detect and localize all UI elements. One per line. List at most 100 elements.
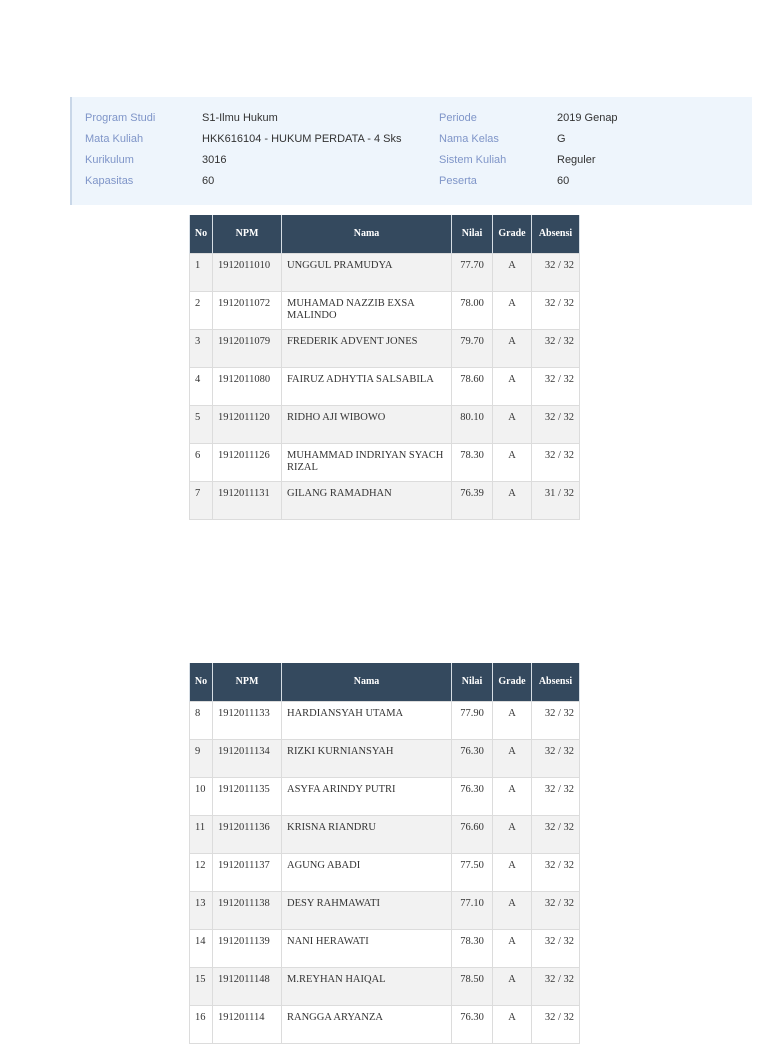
- value-program-studi: S1-Ilmu Hukum: [202, 112, 278, 124]
- table-row: 14 1912011139 NANI HERAWATI 78.30 A 32 / 32: [189, 928, 580, 968]
- cell-nilai: 76.39: [451, 480, 493, 520]
- header-nama: Nama: [281, 215, 452, 253]
- cell-nilai: 77.90: [451, 700, 493, 740]
- cell-nama: AGUNG ABADI: [281, 852, 452, 892]
- cell-nilai: 79.70: [451, 328, 493, 368]
- header-no: No: [189, 215, 213, 253]
- cell-grade: A: [492, 366, 532, 406]
- value-peserta: 60: [557, 175, 570, 187]
- cell-nama: ASYFA ARINDY PUTRI: [281, 776, 452, 816]
- cell-no: 3: [189, 328, 213, 368]
- cell-npm: 1912011138: [212, 890, 282, 930]
- header-nilai: Nilai: [451, 663, 493, 701]
- table-row: 16 191201114 RANGGA ARYANZA 76.30 A 32 / 32: [189, 1004, 580, 1044]
- cell-absensi: 32 / 32: [531, 366, 580, 406]
- cell-nama: RIZKI KURNIANSYAH: [281, 738, 452, 778]
- cell-npm: 1912011137: [212, 852, 282, 892]
- cell-no: 10: [189, 776, 213, 816]
- cell-nilai: 78.50: [451, 966, 493, 1006]
- cell-absensi: 32 / 32: [531, 738, 580, 778]
- grades-table-1: No NPM Nama Nilai Grade Absensi 1 1912011…: [189, 215, 580, 520]
- cell-nama: GILANG RAMADHAN: [281, 480, 452, 520]
- cell-grade: A: [492, 852, 532, 892]
- value-sistem-kuliah: Reguler: [557, 154, 596, 166]
- cell-grade: A: [492, 1004, 532, 1044]
- table-row: 2 1912011072 MUHAMAD NAZZIB EXSA MALINDO 78…: [189, 290, 580, 330]
- table-row: 5 1912011120 RIDHO AJI WIBOWO 80.10 A 32 / 32: [189, 404, 580, 444]
- label-program-studi: Program Studi: [85, 112, 156, 124]
- cell-absensi: 32 / 32: [531, 290, 580, 330]
- table-header-row: No NPM Nama Nilai Grade Absensi: [189, 663, 580, 701]
- cell-no: 14: [189, 928, 213, 968]
- cell-npm: 1912011148: [212, 966, 282, 1006]
- table-row: 1 1912011010 UNGGUL PRAMUDYA 77.70 A 32 / 32: [189, 252, 580, 292]
- cell-nama: RIDHO AJI WIBOWO: [281, 404, 452, 444]
- cell-nama: RANGGA ARYANZA: [281, 1004, 452, 1044]
- label-mata-kuliah: Mata Kuliah: [85, 133, 144, 145]
- cell-nilai: 76.30: [451, 738, 493, 778]
- cell-grade: A: [492, 928, 532, 968]
- cell-npm: 1912011120: [212, 404, 282, 444]
- cell-npm: 1912011139: [212, 928, 282, 968]
- cell-no: 4: [189, 366, 213, 406]
- cell-grade: A: [492, 814, 532, 854]
- header-nama: Nama: [281, 663, 452, 701]
- cell-nama: UNGGUL PRAMUDYA: [281, 252, 452, 292]
- cell-npm: 1912011135: [212, 776, 282, 816]
- table-row: 6 1912011126 MUHAMMAD INDRIYAN SYACH RIZAL…: [189, 442, 580, 482]
- cell-npm: 1912011072: [212, 290, 282, 330]
- table-row: 8 1912011133 HARDIANSYAH UTAMA 77.90 A 32 / 3…: [189, 700, 580, 740]
- cell-no: 5: [189, 404, 213, 444]
- cell-absensi: 32 / 32: [531, 852, 580, 892]
- label-kapasitas: Kapasitas: [85, 175, 134, 187]
- value-periode: 2019 Genap: [557, 112, 618, 124]
- cell-grade: A: [492, 480, 532, 520]
- cell-nilai: 78.00: [451, 290, 493, 330]
- cell-absensi: 32 / 32: [531, 1004, 580, 1044]
- cell-nilai: 76.30: [451, 1004, 493, 1044]
- label-nama-kelas: Nama Kelas: [439, 133, 499, 145]
- table-row: 15 1912011148 M.REYHAN HAIQAL 78.50 A 32 / 32: [189, 966, 580, 1006]
- cell-nilai: 77.70: [451, 252, 493, 292]
- label-periode: Periode: [439, 112, 477, 124]
- table-row: 11 1912011136 KRISNA RIANDRU 76.60 A 32 / 32: [189, 814, 580, 854]
- table-row: 13 1912011138 DESY RAHMAWATI 77.10 A 32 / 32: [189, 890, 580, 930]
- cell-no: 13: [189, 890, 213, 930]
- header-absensi: Absensi: [531, 215, 580, 253]
- header-no: No: [189, 663, 213, 701]
- value-kapasitas: 60: [202, 175, 215, 187]
- label-sistem-kuliah: Sistem Kuliah: [439, 154, 507, 166]
- grades-table-2: No NPM Nama Nilai Grade Absensi 8 1912011…: [189, 663, 580, 1044]
- cell-absensi: 32 / 32: [531, 928, 580, 968]
- label-kurikulum: Kurikulum: [85, 154, 134, 166]
- cell-absensi: 32 / 32: [531, 814, 580, 854]
- header-grade: Grade: [492, 663, 532, 701]
- value-mata-kuliah: HKK616104 - HUKUM PERDATA - 4 Sks: [202, 133, 402, 145]
- cell-nilai: 76.30: [451, 776, 493, 816]
- cell-absensi: 32 / 32: [531, 890, 580, 930]
- cell-absensi: 31 / 32: [531, 480, 580, 520]
- cell-no: 15: [189, 966, 213, 1006]
- cell-nama: FREDERIK ADVENT JONES: [281, 328, 452, 368]
- header-nilai: Nilai: [451, 215, 493, 253]
- cell-npm: 1912011134: [212, 738, 282, 778]
- cell-absensi: 32 / 32: [531, 442, 580, 482]
- cell-grade: A: [492, 442, 532, 482]
- header-npm: NPM: [212, 663, 282, 701]
- cell-absensi: 32 / 32: [531, 966, 580, 1006]
- cell-no: 12: [189, 852, 213, 892]
- table-row: 12 1912011137 AGUNG ABADI 77.50 A 32 / 32: [189, 852, 580, 892]
- cell-absensi: 32 / 32: [531, 404, 580, 444]
- cell-no: 11: [189, 814, 213, 854]
- cell-nama: NANI HERAWATI: [281, 928, 452, 968]
- cell-grade: A: [492, 404, 532, 444]
- cell-nilai: 78.30: [451, 928, 493, 968]
- cell-npm: 1912011136: [212, 814, 282, 854]
- course-info-panel: Program Studi S1-Ilmu Hukum Mata Kuliah …: [70, 97, 752, 205]
- cell-grade: A: [492, 890, 532, 930]
- cell-nama: DESY RAHMAWATI: [281, 890, 452, 930]
- table-row: 10 1912011135 ASYFA ARINDY PUTRI 76.30 A 32 /…: [189, 776, 580, 816]
- cell-nilai: 76.60: [451, 814, 493, 854]
- cell-nilai: 77.50: [451, 852, 493, 892]
- cell-grade: A: [492, 738, 532, 778]
